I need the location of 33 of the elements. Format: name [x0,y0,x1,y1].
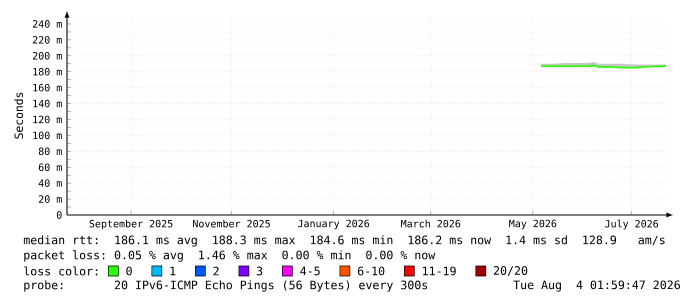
x-tick-label: September 2025 [90,220,172,230]
text: loss color: [24,266,98,276]
legend-label: 0 [126,266,132,276]
x-tick-label: November 2025 [193,220,270,228]
y-tick-label: 120 m [33,116,62,124]
x-tick-label: July 2026 [605,220,658,230]
y-tick-label: 0 [56,211,62,219]
y-tick-label: 180 m [33,68,62,76]
y-tick-label: 100 m [33,132,62,140]
legend-label: 1 [170,266,176,276]
y-tick-label: 20 m [38,195,62,203]
y-tick-label: 40 m [38,179,62,187]
y-tick-label: 220 m [32,36,62,44]
text: median rtt: 186.1 ms avg 188.3 ms max 184.6 ms min 186.2 ms now 1.4 ms sd 128.9 am/s [24,235,665,247]
text: packet loss: 0.05 % avg 1.46 % max 0.00 % min 0.00 % now [24,250,436,262]
y-tick-label: 80 m [38,148,62,156]
y-tick-label: 60 m [38,163,62,172]
text: Tue Aug 4 01:59:47 2026 [513,280,680,292]
x-tick-label: May 2026 [509,220,556,230]
y-tick-label: 160 m [33,84,62,92]
legend-label: 20/20 [494,266,528,276]
x-tick-label: January 2026 [298,220,370,230]
legend-label: 2 [213,266,219,276]
legend-label: 3 [256,266,262,276]
y-axis-title: Seconds [14,92,24,139]
y-tick-label: 200 m [32,52,62,60]
legend-label: 6-10 [358,266,384,276]
legend-label: 11-19 [423,266,456,276]
y-tick-label: 140 m [33,100,62,108]
y-tick-label: 240 m [32,20,62,28]
x-tick-label: March 2026 [401,220,460,228]
legend-label: 4-5 [300,266,320,276]
text: probe: 20 IPv6-ICMP Echo Pings (56 Bytes) every 300s [24,280,428,292]
